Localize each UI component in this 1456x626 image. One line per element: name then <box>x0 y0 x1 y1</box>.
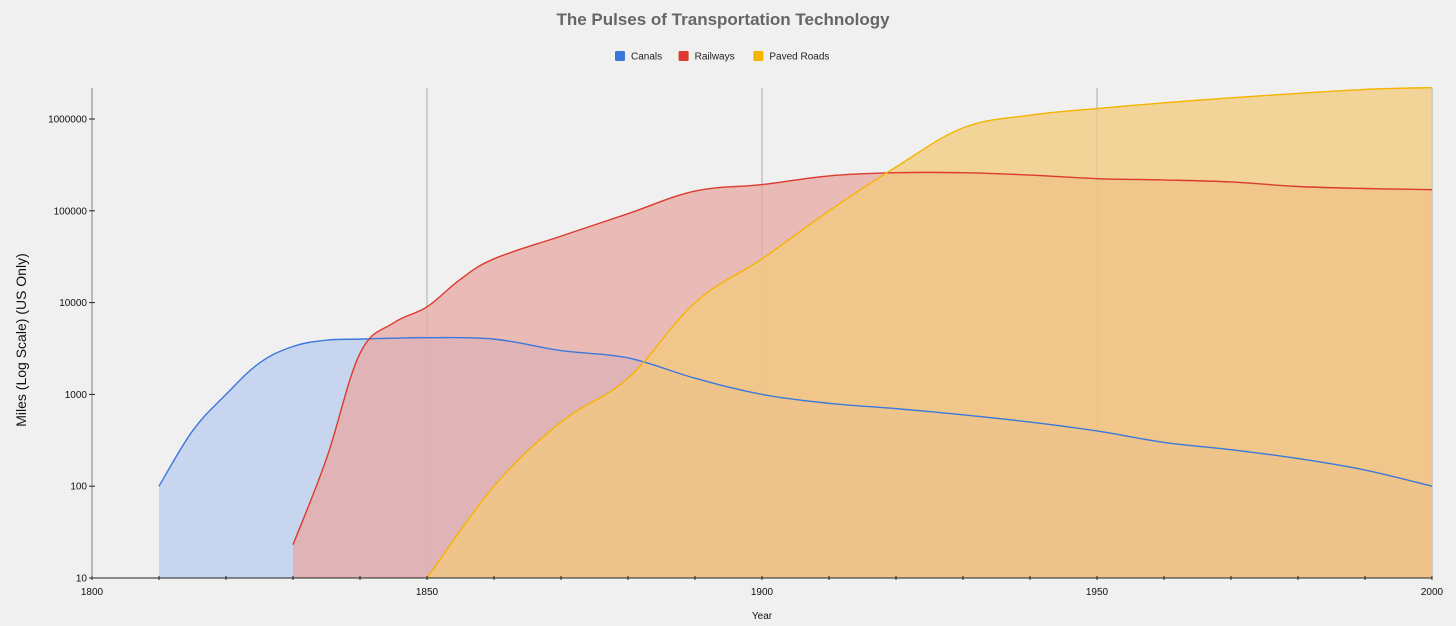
legend-label: Canals <box>631 52 662 63</box>
plot-areas <box>159 87 1432 578</box>
area-paved-roads <box>427 87 1432 578</box>
x-tick-label: 1800 <box>81 587 104 598</box>
axes: 1800 1850 1900 1950 2000 10 100 1000 10000 100000… <box>48 88 1444 598</box>
legend-swatch <box>678 51 689 61</box>
x-tick-label: 1850 <box>416 587 439 598</box>
legend-swatch <box>753 51 764 61</box>
x-tick-label: 1950 <box>1086 587 1109 598</box>
x-tick-label: 2000 <box>1421 587 1444 598</box>
y-tick-label: 100000 <box>54 206 88 217</box>
legend: Canals Railways Paved Roads <box>615 51 829 63</box>
line-railways <box>292 171 1433 546</box>
x-tick-label: 1900 <box>751 587 774 598</box>
legend-label: Railways <box>695 52 735 63</box>
line-canals <box>158 336 1433 487</box>
line-paved-roads <box>426 86 1433 579</box>
x-axis-label: Year <box>752 611 773 622</box>
legend-item-railways: Railways <box>678 51 735 63</box>
y-tick-label: 1000 <box>65 390 88 401</box>
y-tick-label: 10000 <box>59 298 87 309</box>
y-tick-label: 10 <box>76 574 88 585</box>
legend-label: Paved Roads <box>769 52 829 63</box>
legend-swatch <box>615 51 625 61</box>
y-tick-label: 1000000 <box>48 115 87 126</box>
legend-item-paved-roads: Paved Roads <box>753 51 829 63</box>
plot-lines <box>158 86 1433 579</box>
legend-item-canals: Canals <box>615 51 662 63</box>
y-tick-label: 100 <box>70 482 87 493</box>
y-axis-label: Miles (Log Scale) (US Only) <box>13 253 29 427</box>
chart-title: The Pulses of Transportation Technology <box>556 10 890 29</box>
